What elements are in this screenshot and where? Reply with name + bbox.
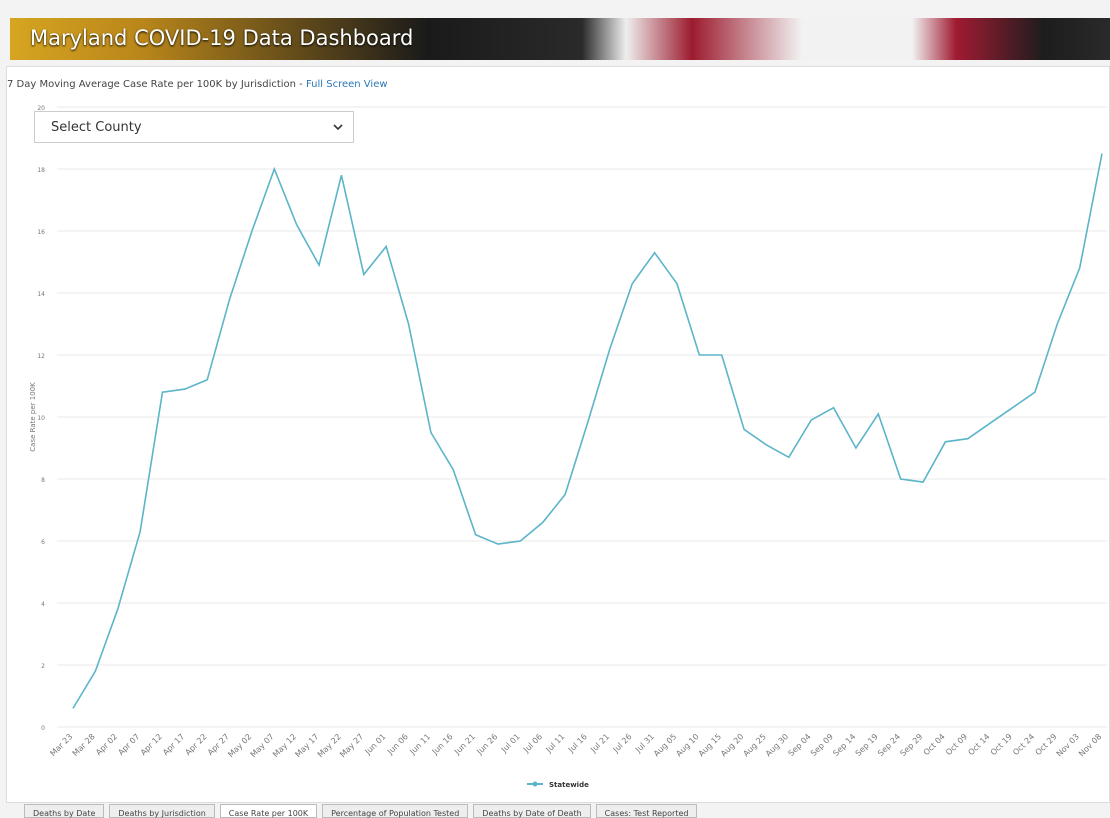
x-tick-label: Apr 17: [161, 732, 186, 757]
y-tick-label: 14: [37, 291, 45, 298]
x-tick-label: Sep 29: [898, 732, 924, 758]
x-tick-label: Nov 08: [1077, 732, 1103, 758]
subtitle-line: 7 Day Moving Average Case Rate per 100K …: [7, 79, 388, 90]
y-tick-label: 0: [41, 725, 45, 732]
y-tick-label: 2: [41, 663, 45, 670]
x-tick-label: Oct 04: [922, 732, 947, 757]
county-select[interactable]: Select County: [34, 111, 354, 143]
x-tick-label: Jun 01: [363, 732, 388, 757]
dashboard-title: Maryland COVID-19 Data Dashboard: [30, 26, 414, 50]
x-tick-label: May 12: [271, 732, 298, 759]
x-tick-label: Jun 21: [452, 732, 477, 757]
legend-marker: [532, 781, 538, 787]
x-tick-label: Jul 21: [588, 732, 611, 755]
x-tick-label: Oct 19: [989, 732, 1014, 757]
y-tick-label: 8: [41, 477, 45, 484]
x-tick-label: Aug 25: [741, 732, 767, 758]
x-tick-label: May 02: [226, 732, 253, 759]
x-tick-label: Sep 09: [809, 732, 835, 758]
tab[interactable]: Deaths by Jurisdiction: [109, 804, 215, 818]
select-label: Select County: [51, 120, 142, 135]
legend-label: Statewide: [549, 781, 589, 789]
x-tick-label: Jul 11: [544, 732, 567, 755]
x-tick-label: Aug 10: [674, 732, 700, 758]
x-tick-label: May 07: [249, 732, 276, 759]
tab[interactable]: Deaths by Date: [24, 804, 105, 818]
tab-bar: Deaths by Date Deaths by Jurisdiction Case…: [24, 804, 698, 818]
x-tick-label: Mar 23: [48, 732, 74, 758]
x-tick-label: Jun 11: [407, 732, 432, 757]
x-tick-label: Sep 14: [831, 732, 857, 758]
tab[interactable]: Cases: Test Reported: [595, 804, 698, 818]
x-tick-label: May 17: [293, 732, 320, 759]
x-tick-label: Oct 09: [944, 732, 969, 757]
x-tick-label: Apr 02: [94, 732, 119, 757]
x-tick-label: Jul 06: [521, 732, 544, 755]
y-tick-label: 6: [41, 539, 45, 546]
x-tick-label: Apr 07: [116, 732, 141, 757]
x-tick-label: Oct 14: [966, 732, 991, 757]
x-tick-label: Mar 28: [71, 732, 97, 758]
x-tick-label: Sep 19: [854, 732, 880, 758]
chart-panel: Case Rate per 100K 0 2 4 6 8 10 12 14 16 18 20 Mar 2…: [6, 66, 1110, 803]
x-tick-label: May 27: [338, 732, 365, 759]
chart: Case Rate per 100K 0 2 4 6 8 10 12 14 16 18 20 Mar 2…: [29, 105, 1107, 789]
tab[interactable]: Case Rate per 100K: [219, 804, 318, 818]
x-tick-label: Jun 16: [430, 732, 455, 757]
x-tick-label: Jul 01: [499, 732, 522, 755]
y-tick-label: 16: [37, 229, 45, 236]
x-tick-label: Jun 06: [385, 732, 410, 757]
y-tick-label: 20: [37, 105, 45, 112]
full-screen-link[interactable]: Full Screen View: [305, 79, 388, 90]
y-tick-label: 4: [41, 601, 45, 608]
y-tick-label: 10: [37, 415, 45, 422]
x-tick-label: Apr 12: [139, 732, 164, 757]
tab[interactable]: Percentage of Population Tested: [322, 804, 469, 818]
tab[interactable]: Deaths by Date of Death: [473, 804, 591, 818]
y-axis-title: Case Rate per 100K: [29, 382, 37, 452]
x-tick-label: Jul 26: [611, 732, 634, 755]
x-tick-label: Aug 20: [719, 732, 745, 758]
x-tick-label: Jun 26: [475, 732, 500, 757]
x-tick-label: May 22: [316, 732, 343, 759]
y-tick-label: 12: [37, 353, 45, 360]
dropdown-arrow: [333, 124, 343, 131]
x-tick-label: Apr 22: [183, 732, 208, 757]
x-tick-label: Jul 16: [566, 732, 589, 755]
x-tick-label: Aug 15: [697, 732, 723, 758]
x-tick-label: Nov 03: [1055, 732, 1081, 758]
x-tick-label: Sep 24: [876, 732, 902, 758]
banner: Maryland COVID-19 Data Dashboard: [10, 18, 1110, 60]
x-tick-label: Oct 24: [1011, 732, 1036, 757]
x-tick-label: Aug 30: [764, 732, 790, 758]
x-tick-label: Sep 04: [787, 732, 813, 758]
subtitle: 7 Day Moving Average Case Rate per 100K …: [7, 79, 306, 90]
data-line: [72, 153, 1103, 709]
x-tick-label: Aug 05: [652, 732, 678, 758]
y-tick-label: 18: [37, 167, 45, 174]
